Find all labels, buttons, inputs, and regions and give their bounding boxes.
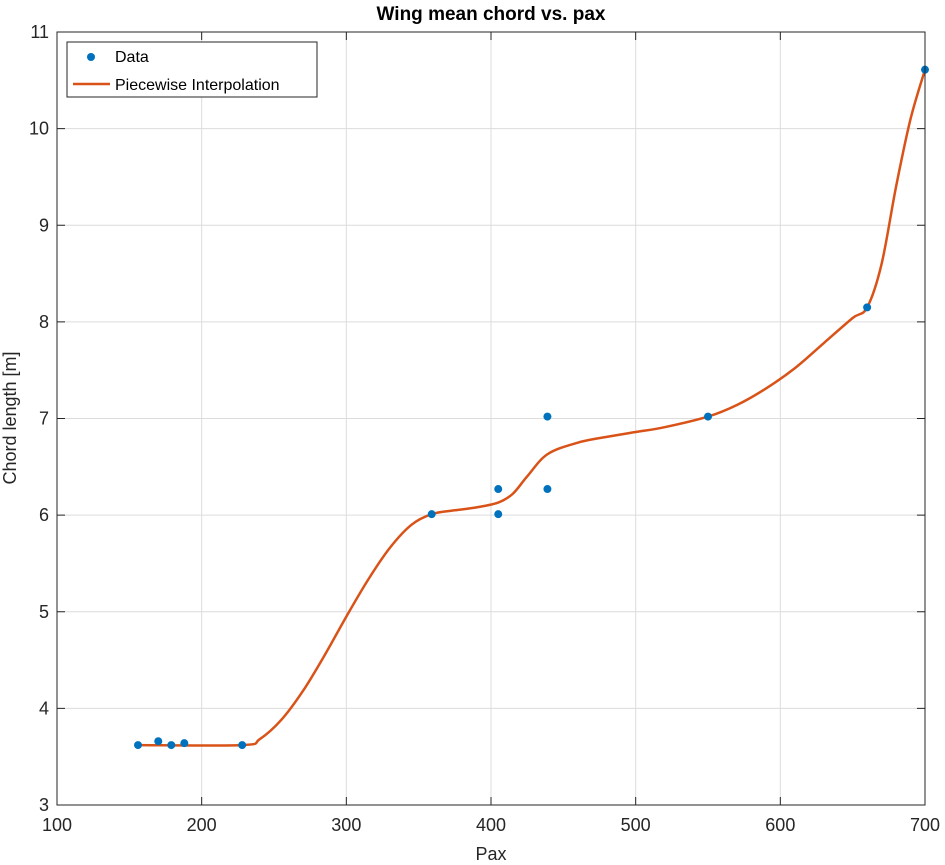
- y-tick-label: 11: [30, 22, 49, 42]
- x-tick-label: 100: [42, 815, 72, 835]
- y-tick-label: 10: [29, 119, 49, 139]
- x-tick-label: 600: [765, 815, 795, 835]
- chart-title: Wing mean chord vs. pax: [377, 4, 606, 25]
- data-point: [543, 485, 552, 494]
- y-axis-label: Chord length [m]: [0, 351, 20, 484]
- y-tick-label: 4: [39, 698, 49, 718]
- y-tick-label: 3: [39, 795, 49, 815]
- x-tick-label: 200: [187, 815, 217, 835]
- y-tick-label: 8: [39, 312, 49, 332]
- legend-box: [66, 41, 318, 98]
- legend: Data Piecewise Interpolation: [66, 41, 318, 98]
- data-point: [704, 412, 712, 421]
- data-point: [167, 741, 176, 750]
- series-layer: [134, 65, 929, 750]
- x-axis-label: Pax: [475, 844, 506, 864]
- data-point: [427, 510, 436, 519]
- data-point: [238, 741, 247, 750]
- data-point: [154, 737, 163, 746]
- x-tick-label: 700: [910, 815, 940, 835]
- data-point: [180, 739, 189, 748]
- y-tick-label: 6: [39, 505, 49, 525]
- x-ticks: 100 200 300 400 500 600 700: [42, 32, 940, 835]
- data-point: [134, 741, 143, 750]
- data-point: [494, 485, 503, 494]
- legend-data-label: Data: [115, 49, 149, 66]
- data-point: [543, 412, 552, 421]
- y-tick-label: 5: [39, 602, 49, 622]
- y-tick-label: 9: [39, 215, 49, 235]
- x-tick-label: 300: [331, 815, 361, 835]
- x-tick-label: 500: [621, 815, 651, 835]
- x-tick-label: 400: [476, 815, 506, 835]
- y-tick-label: 7: [39, 409, 49, 429]
- y-ticks: 3 4 5 6 7 8 9 10 11: [29, 22, 925, 815]
- data-point: [494, 510, 503, 519]
- legend-data-marker: [87, 53, 95, 61]
- data-point: [863, 303, 872, 312]
- interpolation-line: [138, 69, 927, 747]
- legend-interp-label: Piecewise Interpolation: [115, 77, 280, 94]
